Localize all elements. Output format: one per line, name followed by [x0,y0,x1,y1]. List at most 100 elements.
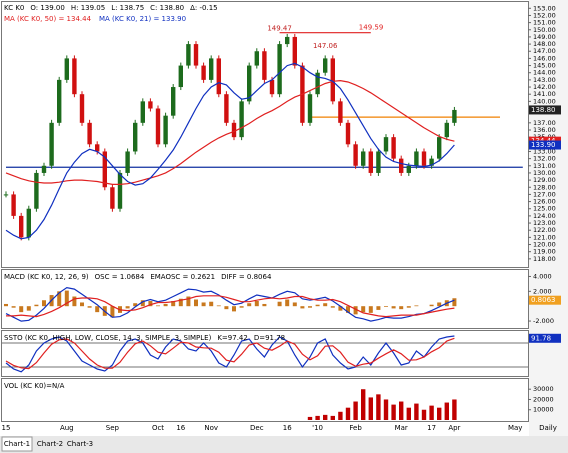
y-tick-label: 30000 [533,385,554,393]
candle [307,94,313,123]
histogram-bar [95,306,100,313]
y-tick-label: 125.00 [533,205,556,213]
volume-bar [368,397,373,420]
candle [338,101,343,123]
peak-label: 149.47 [267,25,292,33]
histogram-bar [247,303,252,307]
last-value-label: 0.8063 [531,296,556,304]
info-text: VOL (KC K0)=N/A [4,382,65,390]
histogram-bar [186,296,191,307]
histogram-bar [300,306,305,309]
histogram-bar [140,300,145,307]
volume-bar [345,407,351,420]
histogram-bar [19,306,24,313]
candle [155,108,161,145]
candle [277,44,282,95]
x-tick-label: Nov [204,424,218,432]
x-tick-label: 16 [283,424,292,432]
candle [178,65,183,88]
last-value-label: 138.80 [531,106,556,114]
histogram-bar [4,303,8,307]
tab[interactable] [1,436,33,452]
volume-bar [376,394,381,420]
y-tick-label: 128.00 [533,183,556,191]
y-tick-label: 130.00 [533,169,556,177]
candle [117,172,123,209]
candle [353,144,358,166]
series-line [5,337,455,370]
price-panel [1,1,529,268]
x-tick-label: 15 [2,424,11,432]
y-tick-label: 153.00 [533,4,556,12]
candle [414,151,419,166]
candle [201,65,206,80]
tab-label[interactable]: Chart-2 [37,440,63,448]
y-tick-label: 121.00 [533,233,556,241]
y-tick-label: 122.00 [533,226,556,234]
y-tick-label: 2.000 [533,287,552,295]
tab-label[interactable]: Chart-1 [4,440,30,448]
info-text: MACD (KC K0, 12, 26, 9) [4,273,89,281]
candle [406,165,411,173]
y-tick-label: 133.00 [533,147,556,155]
candle [209,58,214,80]
candle [72,58,77,95]
y-tick-label: 120.00 [533,241,556,249]
last-value-box [529,140,561,150]
volume-bar [399,401,404,420]
histogram-bar [64,290,69,307]
candle [26,208,31,238]
histogram-bar [254,300,259,307]
candle [148,101,153,109]
candle [133,122,138,152]
volume-bar [414,403,419,420]
candle [429,158,434,166]
legend-entry: D=91.78 [254,334,285,342]
info-text: SSTO (KC K0, HIGH, LOW, CLOSE, 14, 3, SI… [4,334,212,342]
info-text: O: 139.00 [30,4,64,12]
histogram-bar [277,301,282,307]
series-line [5,286,455,322]
last-value-label: 91.78 [531,334,551,342]
candle [231,122,237,138]
candle [391,137,396,159]
last-value-box [529,333,561,343]
y-tick-label: 131.00 [533,162,556,170]
histogram-bar [315,304,320,307]
candle [224,94,229,123]
volume-bar [406,407,411,420]
histogram-bar [148,300,153,307]
histogram-bar [353,306,358,315]
last-value-box [529,105,561,115]
candle [125,151,130,173]
candle [254,51,259,66]
y-tick-label: 136.00 [533,126,556,134]
last-value-box [529,295,561,305]
candle [269,79,275,95]
volume-bar [361,389,366,420]
volume-bar [330,415,335,420]
histogram-bar [57,291,62,307]
volume-bar [353,401,358,420]
volume-bar [391,404,396,420]
candle [239,101,244,138]
histogram-bar [338,306,343,311]
peak-label: 147.06 [313,42,338,50]
histogram-bar [330,306,335,308]
info-text: DIFF = 0.8064 [221,273,272,281]
info-text: EMAOSC = 0.2621 [150,273,215,281]
histogram-bar [285,299,290,307]
y-tick-label: 149.00 [533,33,556,41]
x-tick-label: 17 [427,424,436,432]
x-tick-label: Aug [60,424,74,432]
candle [140,101,145,123]
series-line [6,295,455,318]
tab-label[interactable]: Chart-3 [67,440,93,448]
legend-entry: K=97.42 [217,334,248,342]
histogram-bar [216,305,221,307]
legend-entry: MA (KC K0, 50) = 134.44 [4,15,92,23]
candle [102,151,107,188]
volume-bar [452,399,457,420]
